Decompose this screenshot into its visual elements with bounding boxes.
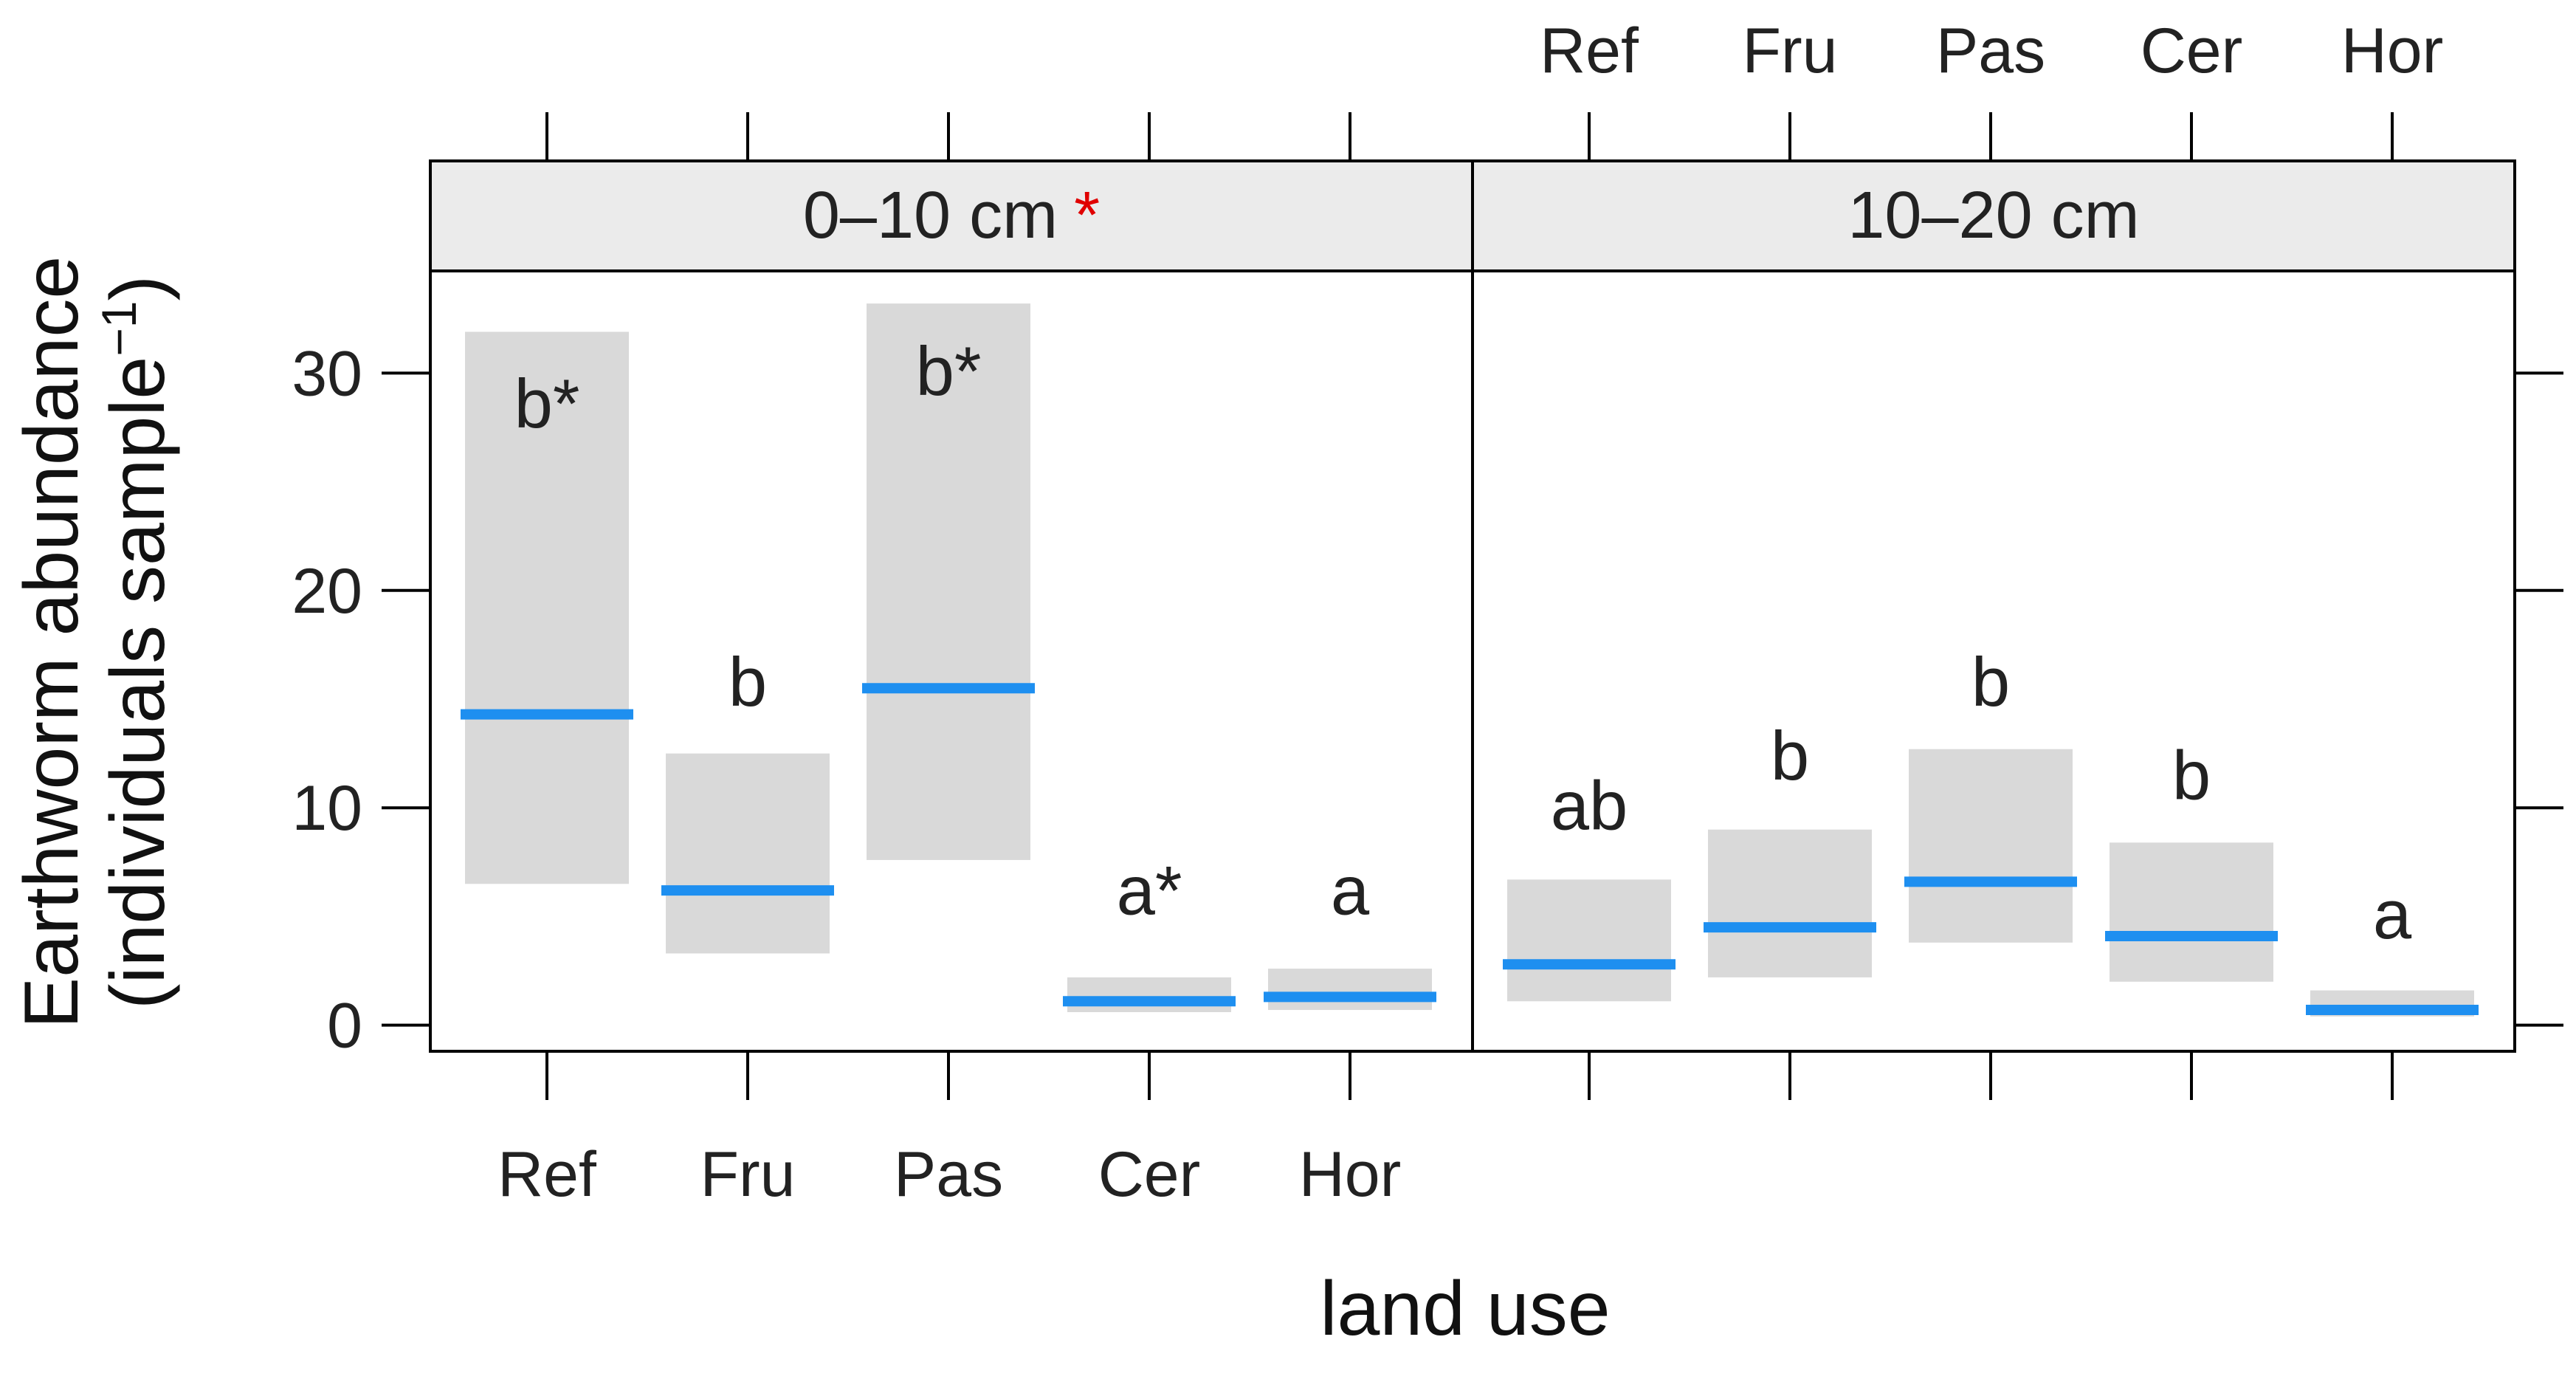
panel-strip-label: 0–10 cm *: [803, 179, 1100, 252]
significance-letter: a: [2373, 876, 2412, 953]
panel-strip-text: 0–10 cm: [803, 179, 1058, 252]
x-axis-title: land use: [1320, 1266, 1610, 1352]
panel-strip-label: 10–20 cm: [1847, 179, 2139, 252]
significance-letter: b: [729, 643, 767, 721]
y-tick-label: 20: [292, 556, 362, 627]
panel-strip-text: 10–20 cm: [1847, 179, 2139, 252]
significance-letter: b: [1771, 717, 1809, 794]
y-axis-title-line2: (individuals sample−1): [92, 275, 181, 1009]
y-tick-label: 30: [292, 338, 362, 409]
x-tick-label-top: Ref: [1540, 16, 1639, 86]
y-axis-title: Earthworm abundance: [9, 256, 94, 1028]
x-tick-label-top: Cer: [2141, 16, 2243, 86]
interval-bar: [2110, 842, 2273, 982]
panel-strip: [429, 159, 1474, 272]
significance-letter: b*: [514, 365, 580, 442]
y-tick-label: 10: [292, 773, 362, 844]
significance-letter: ab: [1551, 767, 1628, 845]
interval-bar: [1067, 977, 1231, 1013]
interval-bar: [1268, 969, 1432, 1011]
x-axis: Ref Fru Pas Cer Hor Ref Fru Pas Cer Hor: [497, 16, 2443, 1210]
y-axis-title-line1: Earthworm abundance: [9, 256, 94, 1028]
y-axis: 0 10 20 30: [292, 338, 2563, 1062]
interval-bar: [1708, 829, 1872, 977]
interval-bar: [1909, 749, 2073, 943]
panel-frame: [1471, 269, 2516, 1053]
interval-bar: [465, 331, 629, 884]
significance-letter: b: [1971, 643, 2010, 721]
y-axis-subtitle: (individuals sample−1): [92, 275, 181, 1009]
panel-strip: [1471, 159, 2516, 272]
x-tick-label: Hor: [1299, 1139, 1402, 1210]
x-tick-label: Ref: [497, 1139, 597, 1210]
x-tick-label: Cer: [1098, 1139, 1201, 1210]
y-tick-label: 0: [327, 991, 362, 1062]
y-axis-unit-exponent: −1: [92, 300, 146, 356]
y-axis-unit-close: ): [95, 275, 181, 301]
interval-bar: [1507, 879, 1671, 1002]
interval-bar: [666, 753, 830, 954]
x-tick-label-top: Hor: [2341, 16, 2444, 86]
x-tick-label-top: Pas: [1936, 16, 2045, 86]
panels: 0–10 cm * b* b b* a* a 10–20 cm ab b b b a: [429, 159, 2516, 1053]
y-axis-unit: (individuals sample: [95, 357, 181, 1009]
significance-letter: b*: [916, 332, 982, 410]
significance-letter: a: [1331, 852, 1370, 929]
x-tick-label-top: Fru: [1743, 16, 1838, 86]
interval-bar: [867, 303, 1030, 860]
panel-1: 0–10 cm * b* b b* a* a: [429, 159, 1474, 1053]
significance-letter: a*: [1117, 852, 1182, 929]
significance-letter: b: [2172, 736, 2211, 814]
x-tick-label: Pas: [894, 1139, 1003, 1210]
panel-strip-marker: *: [1074, 179, 1100, 252]
x-tick-label: Fru: [700, 1139, 796, 1210]
panel-2: 10–20 cm ab b b b a: [1471, 159, 2516, 1053]
